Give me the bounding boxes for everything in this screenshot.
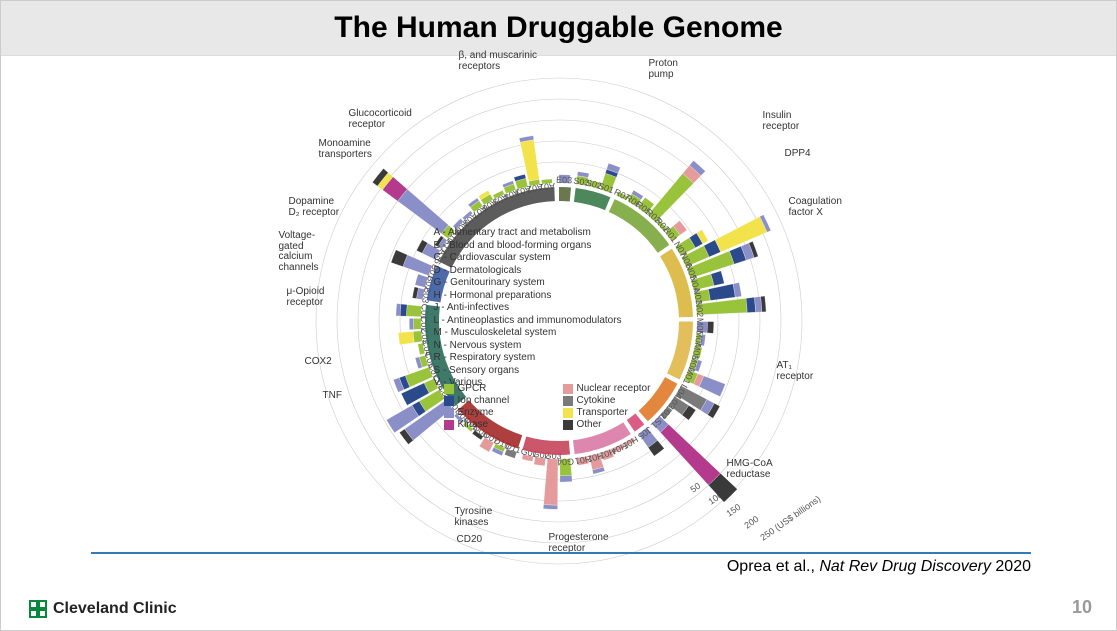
legend-item: Other [563, 419, 674, 430]
legend-label: Enzyme [458, 407, 494, 418]
legend-swatch [444, 408, 454, 418]
legend-label: Other [577, 419, 602, 430]
callout-label: DPP4 [785, 149, 811, 160]
legend-swatch [444, 396, 454, 406]
legend-label: Kinase [458, 419, 489, 430]
callout-label: TNF [323, 391, 342, 402]
atc-key-row: N - Nervous system [434, 339, 684, 352]
cleveland-clinic-logo: Cleveland Clinic [29, 600, 177, 618]
legend-item: Cytokine [563, 395, 674, 406]
legend-item: GPCR [444, 383, 555, 394]
callout-label: Protonpump [649, 59, 678, 80]
legend-item: Kinase [444, 419, 555, 430]
svg-text:200: 200 [742, 514, 760, 531]
slide: The Human Druggable Genome 5010015020025… [0, 0, 1117, 631]
atc-key-row: R - Respiratory system [434, 352, 684, 365]
legend-label: Nuclear receptor [577, 383, 651, 394]
callout-label: HMG-CoAreductase [727, 459, 773, 480]
atc-key-row: A - Alimentary tract and metabolism [434, 227, 684, 240]
logo-text: Cleveland Clinic [53, 600, 177, 618]
callout-label: Voltage-gatedcalciumchannels [279, 231, 319, 273]
color-legend: GPCR Nuclear receptor Ion channel Cytokine E… [444, 383, 674, 430]
callout-label: AT₁receptor [777, 361, 814, 382]
svg-text:N02: N02 [693, 300, 704, 317]
callout-label: Coagulationfactor X [789, 197, 842, 218]
callout-label: Monoaminetransporters [319, 139, 372, 160]
legend-item: Nuclear receptor [563, 383, 674, 394]
title-bar: The Human Druggable Genome [1, 1, 1116, 56]
callout-label: Progesteronereceptor [549, 533, 609, 554]
legend-label: Transporter [577, 407, 628, 418]
callout-label: CD20 [457, 535, 483, 546]
legend-swatch [444, 420, 454, 430]
atc-key-row: L - Antineoplastics and immunomodulators [434, 314, 684, 327]
callout-label: μ-Opioidreceptor [287, 287, 325, 308]
legend-item: Transporter [563, 407, 674, 418]
atc-key-row: D - Dermatologicals [434, 264, 684, 277]
atc-key-row: J - Anti-infectives [434, 302, 684, 315]
legend-swatch [444, 384, 454, 394]
center-atc-key: A - Alimentary tract and metabolismB - B… [434, 227, 684, 390]
page-number: 10 [1072, 597, 1092, 618]
callout-label: Tyrosinekinases [455, 507, 493, 528]
callout-label: Glucocorticoidreceptor [349, 109, 412, 130]
circular-chart: 50100150200250 (US$ billions)E03VS03S02S… [279, 61, 839, 581]
callout-label: DopamineD₂ receptor [289, 197, 340, 218]
citation-prefix: Oprea et al., [727, 558, 820, 575]
atc-key-row: C - Cardiovascular system [434, 252, 684, 265]
svg-text:150: 150 [724, 502, 742, 519]
legend-item: Enzyme [444, 407, 555, 418]
atc-key-row: M - Musculoskeletal system [434, 327, 684, 340]
legend-label: Ion channel [458, 395, 510, 406]
atc-key-row: G - Genitourinary system [434, 277, 684, 290]
svg-text:250 (US$ billions): 250 (US$ billions) [758, 494, 822, 543]
legend-label: Cytokine [577, 395, 616, 406]
legend-swatch [563, 396, 573, 406]
legend-label: GPCR [458, 383, 487, 394]
callout-label: β, and muscarinicreceptors [459, 51, 538, 72]
legend-item: Ion channel [444, 395, 555, 406]
page-title: The Human Druggable Genome [334, 11, 782, 45]
svg-text:E03: E03 [555, 175, 571, 186]
citation-journal: Nat Rev Drug Discovery [819, 558, 991, 575]
callout-label: Insulinreceptor [763, 111, 800, 132]
svg-text:H01: H01 [573, 454, 591, 467]
atc-key-row: B - Blood and blood-forming organs [434, 239, 684, 252]
atc-key-row: S - Sensory organs [434, 364, 684, 377]
citation: Oprea et al., Nat Rev Drug Discovery 202… [91, 552, 1031, 576]
legend-swatch [563, 420, 573, 430]
legend-swatch [563, 408, 573, 418]
legend-swatch [563, 384, 573, 394]
citation-suffix: 2020 [991, 558, 1031, 575]
callout-label: COX2 [305, 357, 332, 368]
atc-key-row: H - Hormonal preparations [434, 289, 684, 302]
logo-icon [29, 600, 47, 618]
